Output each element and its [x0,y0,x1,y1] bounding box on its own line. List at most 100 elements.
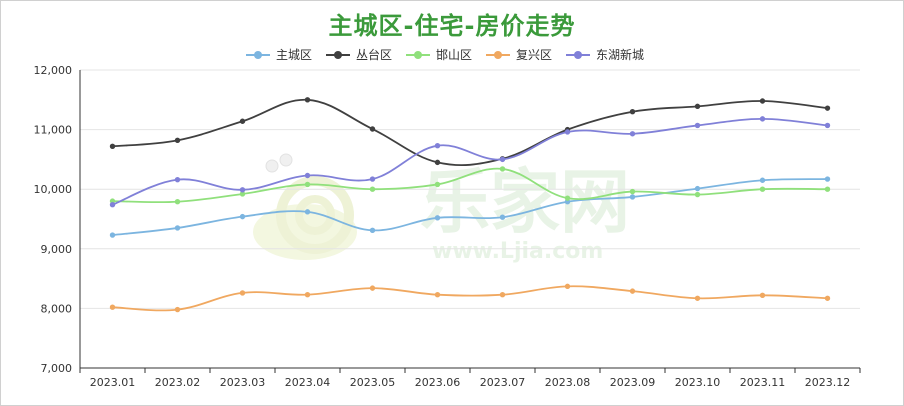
data-point[interactable] [824,122,831,129]
data-point[interactable] [759,116,766,122]
series-2 [109,97,831,167]
data-point[interactable] [694,295,701,301]
series-lines [109,97,831,313]
series-line [112,167,828,204]
data-point[interactable] [174,176,181,183]
x-tick-label: 2023.08 [545,376,591,389]
y-tick-label: 9,000 [41,243,73,256]
legend-swatch-dot [574,51,582,59]
y-tick-label: 7,000 [41,362,73,375]
data-point[interactable] [694,122,701,129]
data-point[interactable] [694,185,701,192]
x-tick-label: 2023.04 [285,376,331,389]
snail-logo [253,153,357,260]
data-point[interactable] [174,225,181,231]
watermark-url: www.Ljia.com [432,239,603,264]
data-point[interactable] [759,292,766,298]
data-point[interactable] [629,131,636,137]
data-point[interactable] [824,295,831,301]
data-point[interactable] [629,194,636,200]
x-tick-label: 2023.02 [155,376,201,389]
data-point[interactable] [239,118,246,124]
data-point[interactable] [174,137,181,144]
data-point[interactable] [499,166,506,172]
legend-label: 丛台区 [356,47,392,62]
data-point[interactable] [434,142,441,149]
series-line [112,98,828,167]
data-point[interactable] [759,177,766,183]
series-5 [109,116,831,208]
data-point[interactable] [239,187,246,193]
data-point[interactable] [629,288,636,294]
data-point[interactable] [369,227,376,234]
data-point[interactable] [109,232,116,238]
legend-swatch-dot [414,51,422,59]
x-tick-label: 2023.01 [90,376,136,389]
data-point[interactable] [369,126,376,132]
x-tick-label: 2023.09 [610,376,656,389]
data-point[interactable] [304,181,311,188]
data-point[interactable] [434,215,441,221]
data-point[interactable] [694,103,701,110]
series-line [112,178,828,236]
legend-item[interactable]: 东湖新城 [566,47,644,62]
data-point[interactable] [824,105,831,111]
data-point[interactable] [629,188,636,195]
data-point[interactable] [564,195,571,201]
y-tick-label: 12,000 [34,64,73,77]
data-point[interactable] [109,201,116,208]
grid-lines [80,69,860,309]
x-tick-label: 2023.10 [675,376,721,389]
data-point[interactable] [759,98,766,104]
chart-title: 主城区-住宅-房价走势 [328,12,576,40]
series-1 [109,176,831,238]
x-tick-label: 2023.07 [480,376,526,389]
series-line [112,117,828,206]
data-point[interactable] [694,191,701,198]
data-point[interactable] [304,209,311,215]
data-point[interactable] [499,291,506,298]
data-point[interactable] [824,176,831,182]
data-point[interactable] [109,143,116,149]
legend-label: 东湖新城 [596,47,644,62]
data-point[interactable] [369,176,376,182]
data-point[interactable] [369,186,376,192]
data-point[interactable] [304,172,311,179]
legend[interactable]: 主城区 丛台区 邯山区 复兴区 东湖新城 [246,47,644,62]
data-point[interactable] [369,285,376,291]
legend-item[interactable]: 丛台区 [326,47,392,62]
data-point[interactable] [564,129,571,135]
data-point[interactable] [174,199,181,205]
series-3 [109,166,831,205]
data-point[interactable] [174,306,181,313]
data-point[interactable] [239,213,246,220]
x-tick-label: 2023.05 [350,376,396,389]
data-point[interactable] [499,214,506,220]
data-point[interactable] [759,186,766,192]
data-point[interactable] [434,181,441,188]
watermark-brand: 乐家网 [420,161,630,243]
x-tick-label: 2023.03 [220,376,266,389]
data-point[interactable] [434,159,441,166]
series-line [112,285,828,312]
data-point[interactable] [564,283,571,290]
data-point[interactable] [434,291,441,298]
data-point[interactable] [304,97,311,103]
legend-swatch-dot [494,51,502,59]
data-point[interactable] [629,109,636,115]
x-tick-label: 2023.11 [740,376,786,389]
series-4 [109,283,831,313]
legend-swatch-dot [334,51,342,59]
legend-swatch-dot [254,51,262,59]
data-point[interactable] [304,291,311,298]
legend-item[interactable]: 主城区 [246,48,312,62]
x-tick-label: 2023.12 [805,376,851,389]
data-point[interactable] [239,290,246,296]
legend-label: 主城区 [276,48,312,62]
data-point[interactable] [824,186,831,192]
data-point[interactable] [499,156,506,163]
legend-item[interactable]: 复兴区 [486,48,552,62]
data-point[interactable] [109,304,116,310]
legend-item[interactable]: 邯山区 [406,47,472,62]
